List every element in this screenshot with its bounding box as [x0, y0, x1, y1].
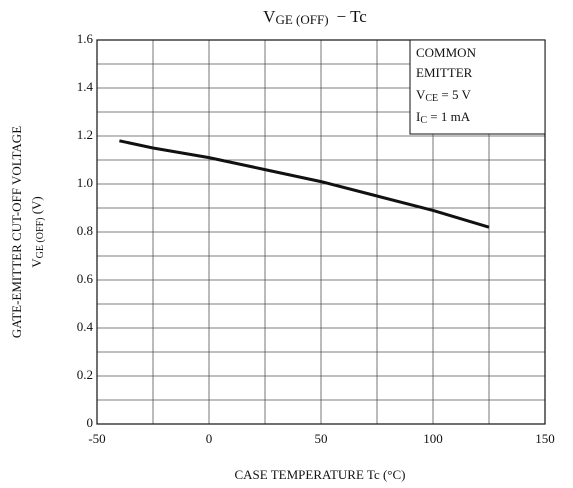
- x-tick-label: 100: [423, 431, 443, 446]
- x-tick-label: 50: [315, 431, 328, 446]
- data-line: [119, 139, 490, 229]
- y-tick-label: 0.4: [77, 319, 94, 334]
- annotation-frame: [409, 39, 546, 135]
- annotation: IC = 1 mA: [416, 109, 471, 126]
- x-tick-label: -50: [88, 431, 105, 446]
- x-tick-label: 0: [206, 431, 213, 446]
- y-tick-label: 1.0: [77, 175, 93, 190]
- chart-title: VGE (OFF) − Tc: [263, 7, 367, 27]
- y-tick-label: 1.4: [77, 79, 94, 94]
- annotation-box: COMMON EMITTER VCE = 5 V IC = 1 mA: [409, 39, 546, 135]
- y-axis-label: GATE-EMITTER CUT-OFF VOLTAGE: [9, 126, 24, 338]
- annotation: VCE = 5 V: [416, 87, 472, 104]
- y-tick-label: 0.2: [77, 367, 93, 382]
- y-tick-label: 1.2: [77, 127, 93, 142]
- y-axis-label: VGE (OFF) (V): [29, 196, 46, 268]
- plot-frame: [96, 39, 546, 425]
- x-axis-label: CASE TEMPERATURE Tc (°C): [234, 467, 405, 482]
- y-tick-label: 1.6: [77, 31, 94, 46]
- x-tick-label: 150: [535, 431, 555, 446]
- y-tick-label: 0: [87, 415, 94, 430]
- annotation: EMITTER: [416, 65, 473, 80]
- y-tick-label: 0.8: [77, 223, 93, 238]
- annotation: COMMON: [416, 45, 477, 60]
- y-tick-label: 0.6: [77, 271, 94, 286]
